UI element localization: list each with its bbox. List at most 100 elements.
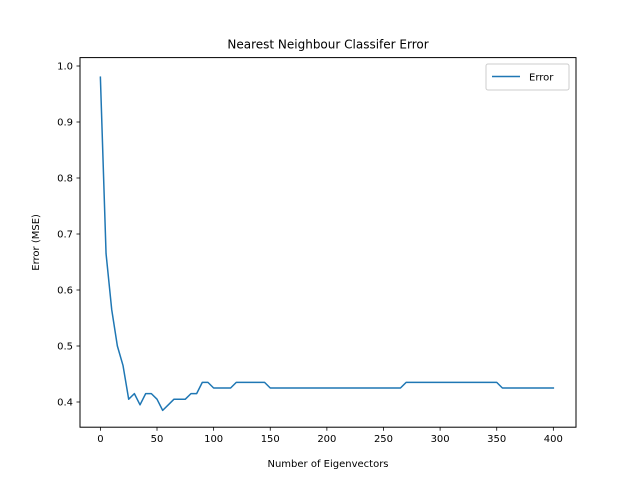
data-point — [394, 387, 396, 389]
data-point — [502, 387, 504, 389]
data-point — [264, 382, 266, 384]
x-tick-label: 0 — [97, 434, 103, 445]
data-point — [213, 387, 215, 389]
data-point — [360, 387, 362, 389]
data-point — [547, 387, 549, 389]
data-point — [553, 387, 555, 389]
x-tick-label: 100 — [204, 434, 223, 445]
series-line-error — [99, 76, 555, 412]
data-point — [241, 382, 243, 384]
legend-label: Error — [529, 73, 554, 84]
data-point — [388, 387, 390, 389]
data-point — [258, 382, 260, 384]
data-point — [400, 387, 402, 389]
data-point — [286, 387, 288, 389]
x-tick-label: 350 — [487, 434, 506, 445]
data-point — [156, 398, 158, 400]
data-point — [230, 387, 232, 389]
data-point — [337, 387, 339, 389]
data-point — [434, 382, 436, 384]
data-point — [253, 382, 255, 384]
data-point — [462, 382, 464, 384]
data-point — [479, 382, 481, 384]
y-tick-label: 0.4 — [57, 398, 73, 409]
data-point — [219, 387, 221, 389]
plot-frame — [79, 57, 577, 428]
data-point — [134, 393, 136, 395]
data-point — [139, 404, 141, 406]
data-point — [485, 382, 487, 384]
y-tick-label: 0.5 — [57, 342, 73, 353]
data-point — [224, 387, 226, 389]
data-point — [541, 387, 543, 389]
y-tick-label: 0.6 — [57, 286, 73, 297]
data-point — [417, 382, 419, 384]
y-tick-label: 0.7 — [57, 230, 73, 241]
plot-area: 0 50 100 150 200 250 300 350 400 0.4 0.5 0.6 0.7 0.8 0… — [57, 62, 563, 446]
data-point — [320, 387, 322, 389]
y-tick-label: 0.9 — [57, 118, 73, 129]
data-point — [309, 387, 311, 389]
data-point — [428, 382, 430, 384]
data-point — [179, 398, 181, 400]
data-point — [519, 387, 521, 389]
data-point — [303, 387, 305, 389]
data-point — [507, 387, 509, 389]
data-point — [173, 398, 175, 400]
data-point — [496, 382, 498, 384]
data-point — [326, 387, 328, 389]
data-point — [117, 345, 119, 347]
data-point — [111, 309, 113, 311]
data-point — [343, 387, 345, 389]
data-point — [236, 382, 238, 384]
data-point — [473, 382, 475, 384]
data-point — [536, 387, 538, 389]
x-tick-label: 50 — [151, 434, 164, 445]
data-point — [122, 365, 124, 367]
data-point — [105, 253, 107, 255]
y-axis-title: Error (MSE) — [31, 214, 42, 271]
data-point — [383, 387, 385, 389]
x-axis-title: Number of Eigenvectors — [267, 459, 388, 470]
data-point — [151, 393, 153, 395]
data-point — [468, 382, 470, 384]
data-point — [207, 382, 209, 384]
data-point — [202, 382, 204, 384]
data-point — [298, 387, 300, 389]
x-tick-label: 400 — [544, 434, 563, 445]
data-point — [128, 398, 130, 400]
data-point — [411, 382, 413, 384]
data-point — [332, 387, 334, 389]
data-point — [196, 393, 198, 395]
data-point — [490, 382, 492, 384]
data-point — [292, 387, 294, 389]
data-point — [190, 393, 192, 395]
data-point — [270, 387, 272, 389]
legend-box — [485, 63, 570, 91]
legend: Error — [485, 63, 570, 91]
data-point — [185, 398, 187, 400]
data-point — [354, 387, 356, 389]
data-point — [315, 387, 317, 389]
y-tick-label: 1.0 — [57, 62, 73, 73]
x-tick-label: 250 — [374, 434, 393, 445]
chart-title: Nearest Neighbour Classifer Error — [227, 38, 428, 52]
data-point — [513, 387, 515, 389]
data-point — [377, 387, 379, 389]
data-point — [168, 404, 170, 406]
data-point — [371, 387, 373, 389]
data-point — [247, 382, 249, 384]
data-point — [439, 382, 441, 384]
data-point — [524, 387, 526, 389]
data-point — [530, 387, 532, 389]
data-point — [445, 382, 447, 384]
data-point — [366, 387, 368, 389]
data-point — [145, 393, 147, 395]
data-point — [162, 410, 164, 412]
data-point — [456, 382, 458, 384]
data-point — [405, 382, 407, 384]
x-tick-label: 150 — [261, 434, 280, 445]
x-tick-label: 200 — [317, 434, 336, 445]
data-point — [349, 387, 351, 389]
